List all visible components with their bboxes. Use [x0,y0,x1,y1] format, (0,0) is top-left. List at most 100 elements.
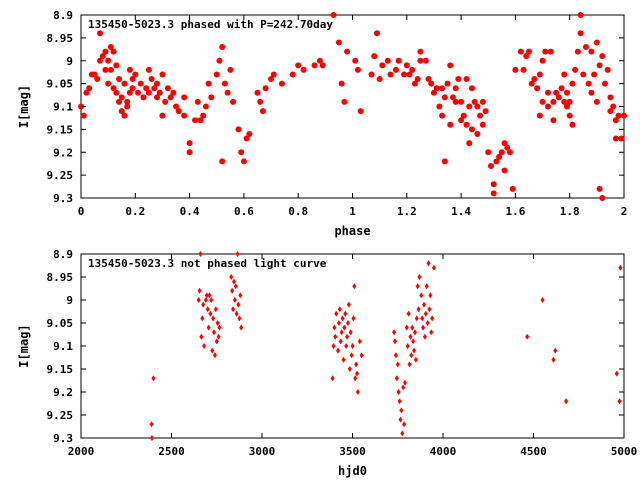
data-point [398,416,403,423]
y-tick-label: 9 [66,294,73,307]
data-point [528,80,535,87]
data-point [414,76,421,83]
data-point [593,98,600,105]
data-point [596,185,603,192]
data-point [102,66,109,73]
data-point [588,48,595,55]
data-point [550,98,557,105]
data-point [449,94,456,101]
data-point [350,343,355,349]
data-point [599,195,606,201]
data-point [395,57,402,64]
data-point [336,320,341,326]
data-point [342,324,347,331]
data-point [234,310,239,317]
data-point [612,117,619,124]
phased-data-points [78,12,627,201]
data-point [417,57,424,64]
data-point [479,121,486,128]
data-point [254,89,261,96]
data-point [235,126,242,133]
data-point [585,80,592,87]
data-point [167,94,174,101]
data-point [259,108,266,115]
data-point [550,117,557,124]
data-point [392,66,399,73]
data-point [493,158,500,165]
data-point [340,315,345,322]
data-point [126,89,133,96]
data-point [196,297,201,303]
data-point [563,89,570,96]
data-point [582,44,589,51]
data-point [129,76,136,83]
data-point [239,324,244,331]
data-point [610,103,617,110]
data-point [617,398,622,405]
data-point [463,76,470,83]
data-point [335,39,342,46]
data-point [466,103,473,110]
data-point [355,389,360,395]
data-point [341,356,346,363]
data-point [199,333,204,340]
data-point [140,94,147,101]
data-point [345,320,350,326]
data-point [396,389,401,395]
y-tick-label: 9.3 [53,192,73,205]
data-point [91,71,98,78]
y-tick-label: 8.9 [53,9,73,22]
phased-y-axis-label: I[mag] [17,85,31,128]
data-point [540,297,545,303]
data-point [338,80,345,87]
data-point [343,310,348,317]
data-point [577,12,584,18]
data-point [97,30,104,37]
data-point [394,375,399,382]
y-tick-label: 8.95 [47,32,74,45]
data-point [414,315,419,322]
data-point [202,103,209,110]
x-tick-label: 0.8 [288,205,308,218]
data-point [463,121,470,128]
data-point [436,103,443,110]
data-point [523,53,530,60]
data-point [216,57,223,64]
data-point [474,103,481,110]
data-point [387,71,394,78]
data-point [352,283,357,290]
data-point [238,292,243,299]
data-point [471,98,478,105]
data-point [403,62,410,69]
data-point [431,264,436,271]
data-point [477,112,484,119]
data-point [262,85,269,92]
data-point [110,48,117,55]
unphased-x-axis-label: hjd0 [338,464,367,478]
data-point [460,112,467,119]
phased-light-curve-panel: 0 0.2 0.4 0.6 0.8 1 1.2 1.4 1.6 1.8 2 8.9 8.95 9 9.05 9… [17,9,627,238]
y-tick-label: 9 [66,55,73,68]
x-tick-label: 4500 [520,445,547,458]
y-tick-label: 8.95 [47,271,74,284]
data-point [444,80,451,87]
data-point [498,149,505,156]
data-point [409,352,414,359]
data-point [118,94,125,101]
data-point [512,66,519,73]
data-point [536,112,543,119]
data-point [392,329,397,336]
data-point [425,320,430,326]
data-point [501,167,508,174]
data-point [198,251,203,257]
data-point [268,76,275,83]
data-point [334,310,339,317]
data-point [408,333,413,340]
data-point [231,278,236,285]
data-point [229,274,234,280]
data-point [126,66,133,73]
x-tick-label: 5000 [611,445,638,458]
data-point [544,89,551,96]
x-tick-label: 1 [349,205,356,218]
data-point [452,85,459,92]
